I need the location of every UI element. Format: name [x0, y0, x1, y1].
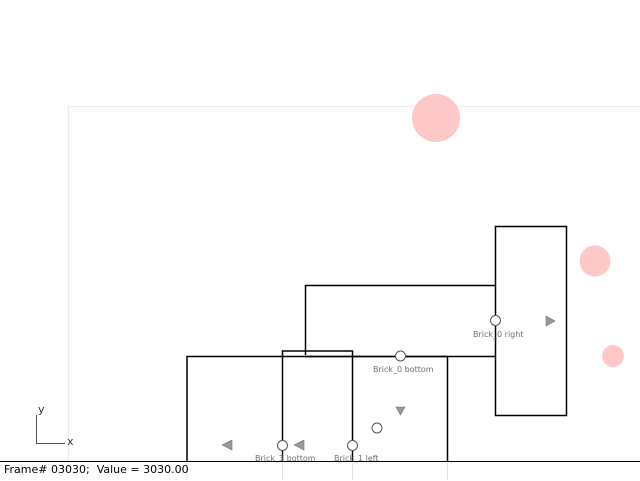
- handle-brick0-bottom[interactable]: [395, 350, 406, 362]
- status-bar: Frame# 03030; Value = 3030.00: [0, 461, 640, 481]
- pink-marker-large: [412, 94, 460, 142]
- label-brick0-right: Brick_0 right: [473, 330, 523, 339]
- frame-label: Frame#: [4, 463, 48, 476]
- y-axis-label: y: [38, 403, 45, 416]
- frame-number: 03030;: [51, 463, 90, 476]
- pink-marker-small: [602, 345, 624, 367]
- value-readout: 3030.00: [143, 463, 189, 476]
- brick-3[interactable]: [281, 350, 354, 461]
- handle-brick3-bottom[interactable]: [277, 440, 288, 451]
- value-label: Value =: [96, 463, 140, 476]
- label-brick1-left: Brick_1 left: [334, 454, 379, 463]
- handle-brick1-left[interactable]: [347, 440, 358, 451]
- brick-connector-top[interactable]: [304, 284, 496, 356]
- label-brick0-bottom: Brick_0 bottom: [373, 365, 434, 374]
- handle-free[interactable]: [371, 422, 383, 434]
- pink-marker-medium: [579, 245, 611, 277]
- arrow-left-icon[interactable]: [221, 439, 233, 451]
- arrow-right-icon[interactable]: [545, 315, 556, 327]
- brick-0[interactable]: [494, 225, 568, 417]
- x-axis-label: x: [67, 435, 74, 448]
- status-text: Frame# 03030; Value = 3030.00: [4, 463, 189, 476]
- arrow-left-icon-2[interactable]: [293, 439, 305, 451]
- arrow-down-icon[interactable]: [395, 406, 406, 416]
- brick-2[interactable]: [186, 355, 449, 462]
- handle-brick0-right[interactable]: [490, 315, 501, 326]
- label-brick3-bottom: Brick_3 bottom: [255, 454, 316, 463]
